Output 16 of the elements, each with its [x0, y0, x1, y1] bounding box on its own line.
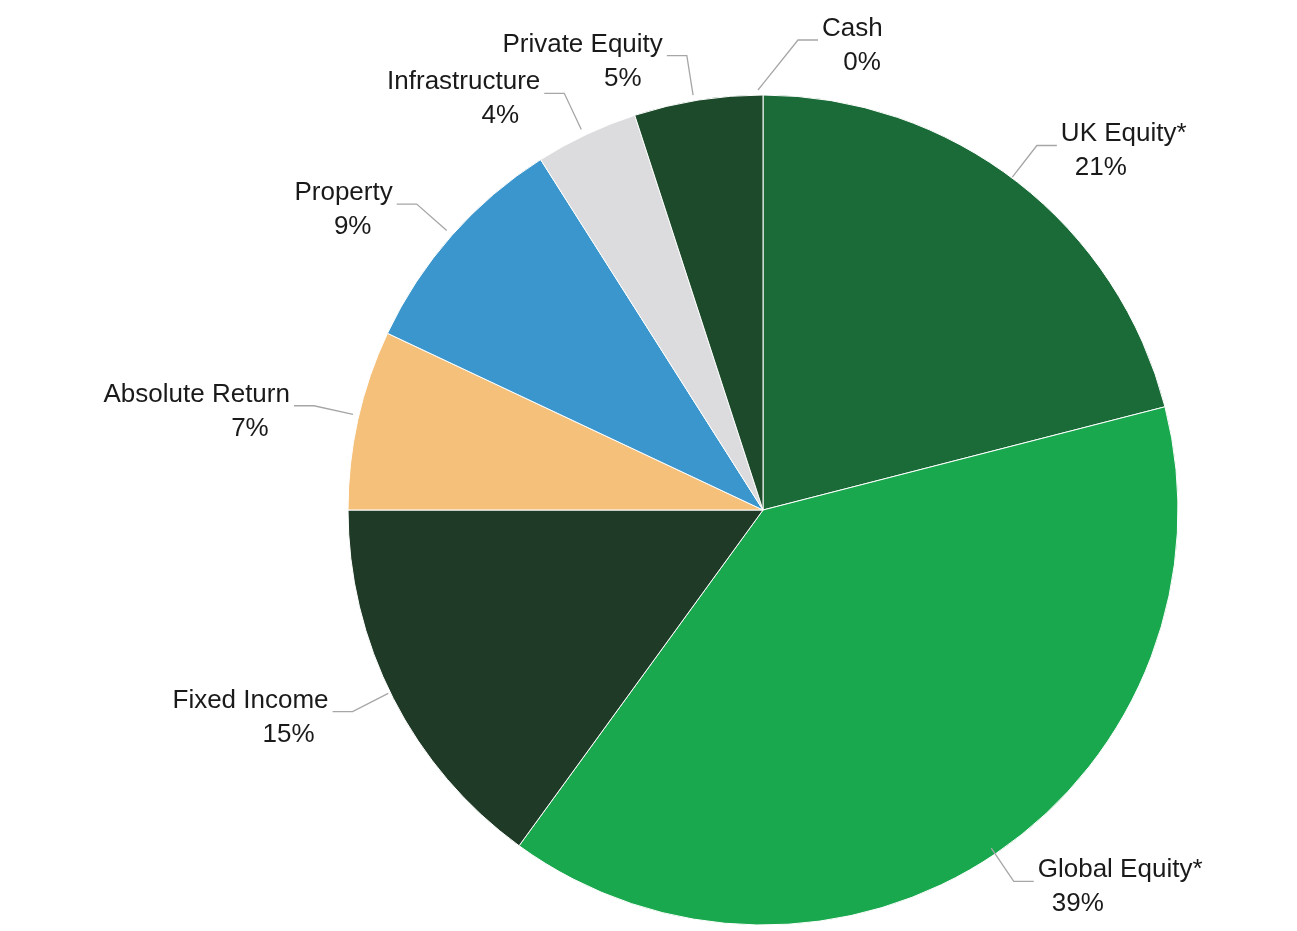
category-label: Cash: [822, 12, 883, 42]
slice-label: Global Equity*: [1037, 853, 1203, 884]
slice-label: Private Equity: [502, 27, 663, 58]
data-label: 15%: [262, 717, 315, 748]
data-label: 21%: [1074, 151, 1127, 182]
data-label: 5%: [604, 61, 642, 92]
data-label: 9%: [333, 210, 372, 241]
slice-label: Infrastructure: [387, 65, 541, 96]
data-label: 39%: [1051, 887, 1104, 918]
slice-label: Property: [294, 176, 393, 207]
data-label: 4%: [481, 99, 520, 130]
slice-label: UK Equity*: [1060, 117, 1187, 148]
slice-label: Absolute Return: [103, 377, 290, 408]
text: 0%: [843, 46, 881, 76]
slice-label: Fixed Income: [172, 683, 329, 714]
data-label: 7%: [231, 411, 269, 442]
